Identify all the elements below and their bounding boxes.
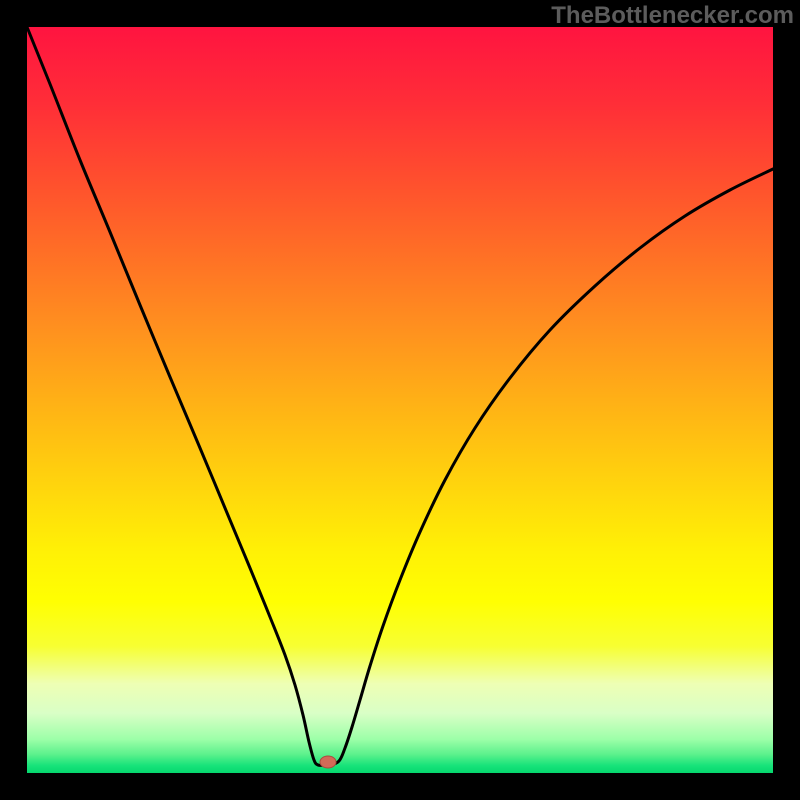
bottleneck-chart <box>0 0 800 800</box>
watermark-text: TheBottlenecker.com <box>551 2 794 30</box>
chart-container: TheBottlenecker.com <box>0 0 800 800</box>
optimal-point-marker <box>320 756 336 768</box>
chart-plot-area <box>27 27 773 773</box>
